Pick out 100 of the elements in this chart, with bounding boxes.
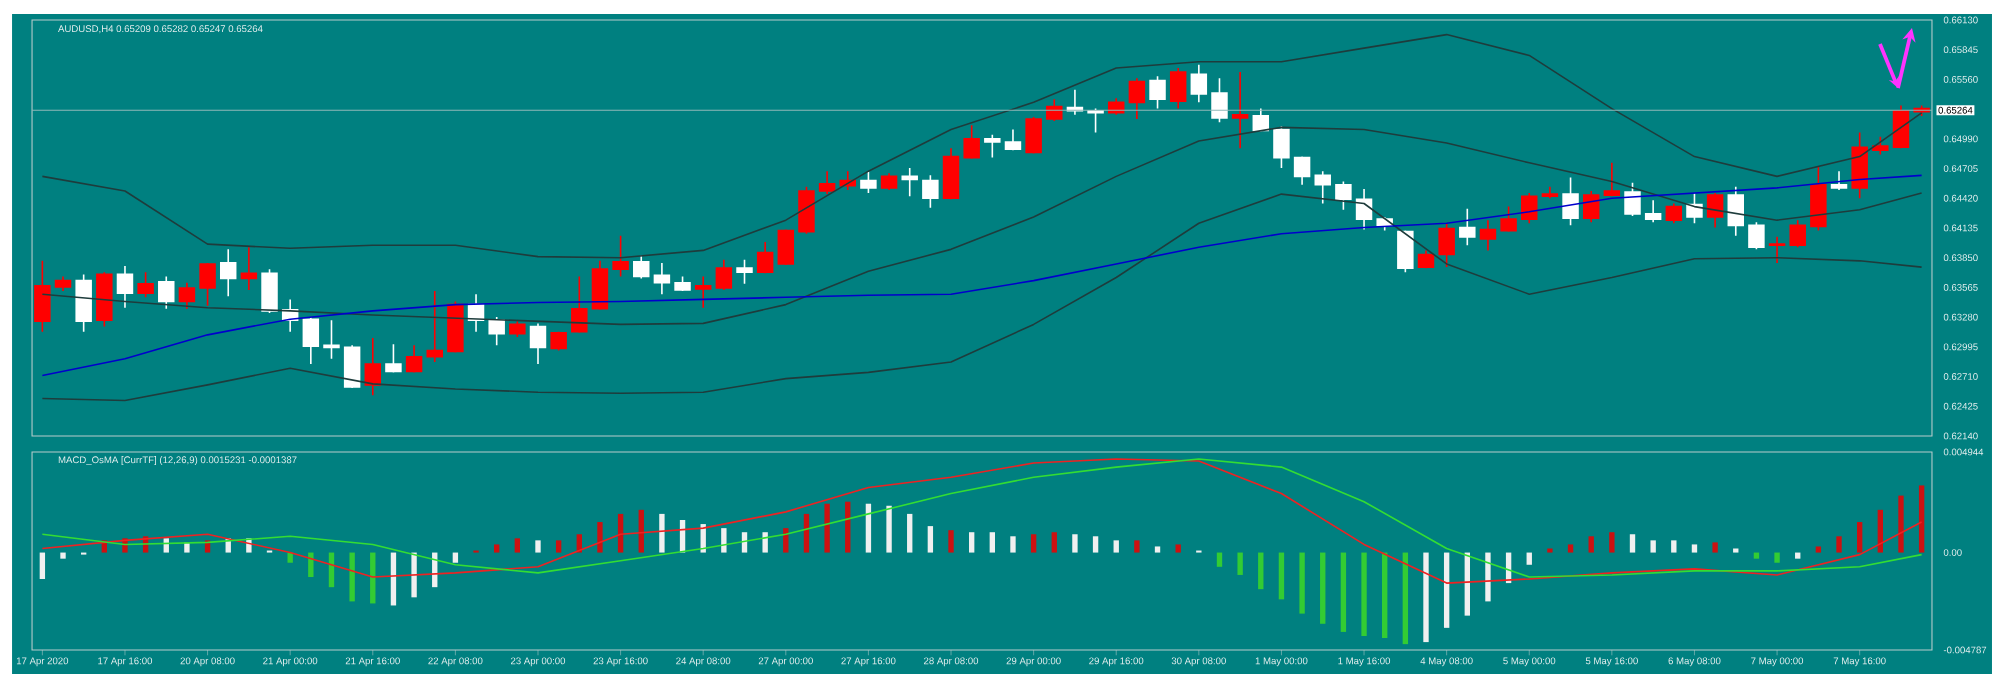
candlestick	[240, 246, 258, 291]
candlestick	[756, 241, 774, 275]
bar	[1237, 552, 1243, 575]
candlestick	[880, 172, 898, 191]
candlestick	[54, 275, 72, 292]
candlestick	[1789, 219, 1806, 249]
bar	[907, 513, 913, 553]
bar	[308, 552, 314, 577]
bar	[1774, 552, 1780, 563]
bar	[452, 552, 459, 563]
candlestick	[1335, 180, 1352, 211]
bar	[824, 503, 830, 553]
bar	[762, 532, 768, 553]
bar	[1485, 552, 1491, 602]
bar	[60, 552, 66, 559]
candlestick	[405, 344, 423, 374]
candlestick	[1768, 236, 1786, 264]
bar	[1216, 552, 1223, 567]
candlestick	[1438, 222, 1455, 268]
bar	[514, 538, 521, 553]
bar	[803, 513, 810, 553]
line-series	[41, 193, 1923, 402]
candlestick	[1459, 207, 1476, 246]
candlestick	[612, 235, 629, 278]
bar	[948, 530, 954, 553]
bar	[1010, 536, 1016, 553]
candlestick	[674, 275, 691, 292]
bar	[411, 552, 417, 598]
bar	[927, 526, 934, 553]
candlestick	[1314, 170, 1331, 205]
candlestick	[1521, 192, 1538, 225]
candlestick	[158, 275, 175, 310]
candlestick	[777, 228, 795, 266]
bar	[1443, 552, 1450, 628]
candlestick	[1273, 125, 1290, 169]
bar	[968, 532, 975, 553]
bar	[1320, 552, 1326, 624]
bar	[1795, 552, 1801, 559]
candlestick	[1500, 205, 1517, 233]
candlestick	[550, 330, 567, 352]
candlestick	[1851, 131, 1868, 200]
candlestick	[1706, 192, 1724, 229]
bar	[1898, 495, 1904, 553]
candlestick	[818, 170, 836, 195]
candlestick	[1025, 116, 1042, 155]
bar	[1836, 536, 1842, 553]
bar	[1856, 522, 1863, 553]
candlestick	[75, 273, 92, 333]
bar	[555, 540, 562, 553]
bar	[1340, 552, 1347, 632]
candlestick	[653, 262, 671, 295]
bar	[1113, 540, 1119, 553]
bar	[1278, 552, 1285, 600]
candlestick	[1107, 97, 1125, 116]
candlestick	[343, 344, 361, 389]
bar	[886, 505, 892, 553]
candlestick	[1872, 135, 1889, 156]
candlestick	[364, 337, 382, 397]
candlestick	[1665, 202, 1683, 225]
candlestick	[1293, 155, 1311, 186]
bar	[1258, 552, 1264, 590]
candlestick	[178, 281, 196, 310]
bar	[989, 532, 996, 553]
candlestick	[488, 316, 505, 347]
bar	[845, 501, 851, 553]
bar	[1918, 485, 1925, 553]
bar	[1402, 552, 1409, 645]
candlestick	[219, 248, 237, 298]
candlestick	[715, 258, 733, 291]
candlestick	[1149, 75, 1166, 110]
candlestick	[1417, 249, 1435, 269]
bar	[1588, 536, 1594, 553]
candlestick	[116, 265, 134, 309]
bar	[1175, 544, 1181, 553]
bar	[1877, 509, 1883, 553]
candlestick	[1355, 188, 1373, 231]
bar	[1629, 534, 1636, 553]
candlestick	[1397, 229, 1414, 274]
bar	[535, 540, 541, 553]
bar	[1753, 552, 1760, 559]
candlestick	[591, 260, 609, 311]
bar	[865, 503, 872, 553]
candlestick	[901, 167, 918, 197]
candlestick	[447, 300, 464, 354]
candlestick	[1810, 165, 1827, 232]
candlestick	[1231, 71, 1249, 150]
bar	[1092, 536, 1099, 553]
candlestick	[984, 133, 1001, 159]
bar	[1134, 540, 1140, 553]
candlestick	[34, 260, 51, 333]
bar	[1030, 534, 1037, 553]
bar	[1671, 540, 1677, 553]
bar	[287, 552, 293, 563]
bar	[1072, 534, 1078, 553]
candlestick	[261, 268, 278, 314]
candlestick	[798, 186, 815, 235]
bar	[494, 544, 500, 553]
candlestick	[736, 258, 753, 285]
bar	[1691, 544, 1698, 553]
candlestick	[1479, 219, 1497, 252]
